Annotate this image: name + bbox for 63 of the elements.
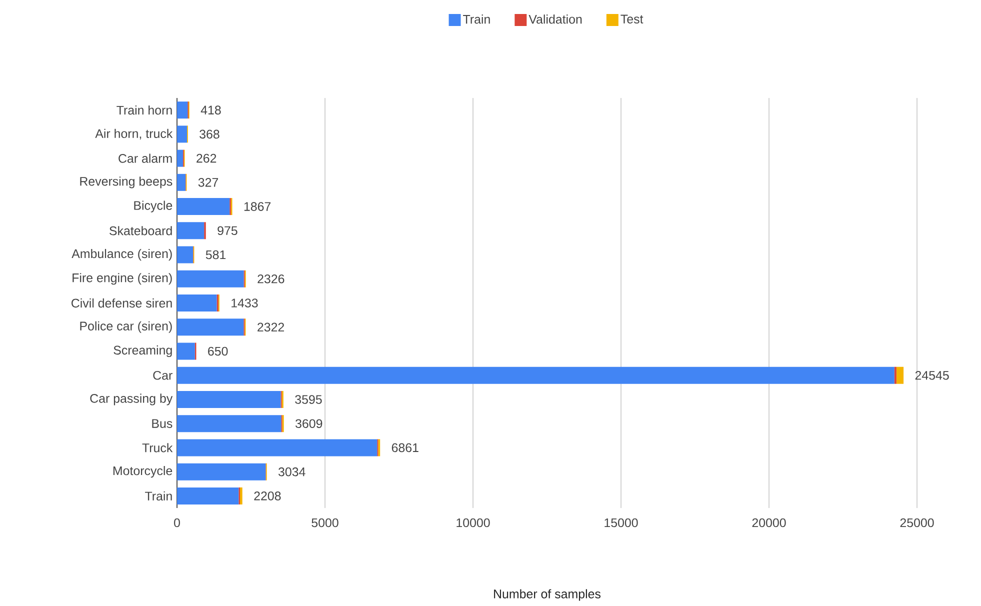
x-tick-label: 0 [174,518,180,528]
y-tick-label: Air horn, truck [95,128,173,140]
y-tick-label: Ambulance (siren) [72,248,172,261]
y-tick-label: Fire engine (siren) [72,273,172,285]
y-tick-label: Train horn [116,105,172,115]
bar [177,126,188,143]
total-label: 2208 [254,492,281,500]
bar [177,463,266,480]
y-tick-label: Bicycle [134,200,172,212]
y-tick-label: Bus [152,419,172,428]
bar [177,246,194,264]
total-label: 581 [206,250,226,260]
bar [177,222,204,240]
legend-label: Validation [528,14,582,24]
bar [177,318,244,336]
total-label: 650 [208,346,228,356]
total-label: 2322 [258,322,284,332]
y-tick-label: Police car (siren) [80,321,172,333]
total-label: 3609 [295,419,322,428]
bar [177,439,378,456]
x-axis-title: Number of samples [494,589,601,601]
bar [177,174,186,191]
bar [177,487,239,504]
y-tick-label: Car alarm [118,154,172,163]
bar [177,198,230,216]
bar [177,270,244,288]
total-label: 3034 [278,467,306,476]
x-tick-label: 5000 [312,518,338,528]
total-label: 24545 [915,370,949,380]
total-label: 1867 [244,202,271,211]
y-tick-label: Motorcycle [113,466,172,478]
y-tick-label: Train [145,491,172,501]
bar [177,150,183,167]
bar [177,390,281,408]
total-label: 368 [200,130,220,139]
y-tick-label: Car [153,370,172,380]
x-tick-label: 15000 [604,518,638,528]
x-tick-label: 25000 [900,518,934,528]
bar [177,415,282,432]
y-tick-label: Car passing by [90,394,173,406]
total-label: 1433 [232,298,258,308]
y-tick-label: Truck [142,443,173,452]
total-label: 327 [198,178,218,187]
total-label: 2326 [258,274,284,284]
bar [240,487,242,504]
bar [177,102,188,119]
x-tick-label: 20000 [752,518,786,528]
bar [177,294,217,312]
total-label: 975 [218,226,238,236]
y-tick-label: Civil defense siren [72,298,172,308]
legend-label: Train [463,14,490,24]
bar [177,366,894,384]
y-tick-label: Reversing beeps [80,176,172,188]
total-label: 3595 [295,395,322,404]
y-tick-label: Screaming [114,345,172,358]
bar [177,342,195,360]
bar [896,366,904,384]
total-label: 262 [196,154,216,163]
x-tick-label: 10000 [456,518,490,528]
legend-label: Test [620,14,644,24]
y-tick-label: Skateboard [110,226,172,236]
total-label: 418 [200,106,221,114]
total-label: 6861 [392,443,418,452]
